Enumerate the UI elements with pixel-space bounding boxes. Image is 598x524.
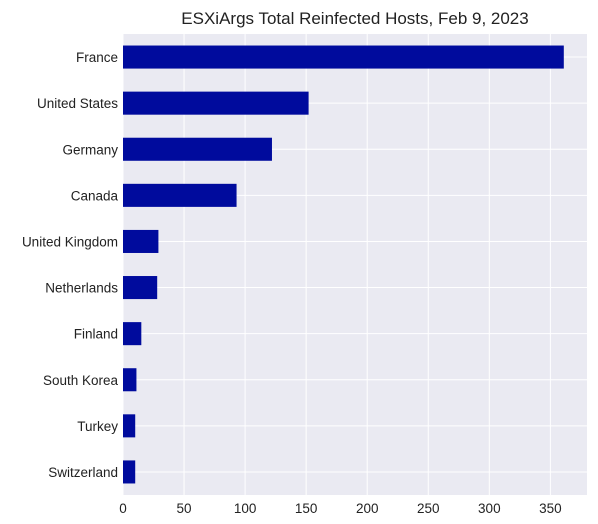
category-label: France bbox=[76, 50, 118, 65]
bar bbox=[123, 368, 137, 392]
x-tick-label: 250 bbox=[417, 501, 440, 516]
bar bbox=[123, 183, 237, 207]
category-labels: France United States Germany Canada United K… bbox=[22, 50, 119, 480]
category-label: Turkey bbox=[77, 419, 118, 434]
category-label: Finland bbox=[74, 327, 118, 342]
chart-title: ESXiArgs Total Reinfected Hosts, Feb 9, … bbox=[181, 9, 528, 28]
bar bbox=[123, 276, 158, 300]
x-tick-label: 0 bbox=[119, 501, 127, 516]
x-tick-label: 50 bbox=[177, 501, 192, 516]
category-label: United States bbox=[37, 96, 118, 111]
x-tick-label: 150 bbox=[295, 501, 318, 516]
category-label: South Korea bbox=[43, 373, 119, 388]
category-label: Netherlands bbox=[45, 281, 118, 296]
bar bbox=[123, 322, 142, 346]
category-label: Germany bbox=[62, 142, 118, 157]
bar bbox=[123, 229, 159, 253]
bars bbox=[123, 45, 564, 484]
x-tick-label: 350 bbox=[539, 501, 562, 516]
bar bbox=[123, 45, 564, 69]
category-label: United Kingdom bbox=[22, 234, 118, 249]
bar bbox=[123, 460, 136, 484]
bar bbox=[123, 414, 136, 438]
x-tick-labels: 0 50 100 150 200 250 300 350 bbox=[119, 501, 561, 516]
x-tick-label: 200 bbox=[356, 501, 379, 516]
x-tick-label: 300 bbox=[478, 501, 501, 516]
category-label: Canada bbox=[71, 188, 119, 203]
bar bbox=[123, 91, 309, 115]
bar bbox=[123, 137, 272, 161]
category-label: Switzerland bbox=[48, 465, 118, 480]
x-tick-label: 100 bbox=[234, 501, 257, 516]
